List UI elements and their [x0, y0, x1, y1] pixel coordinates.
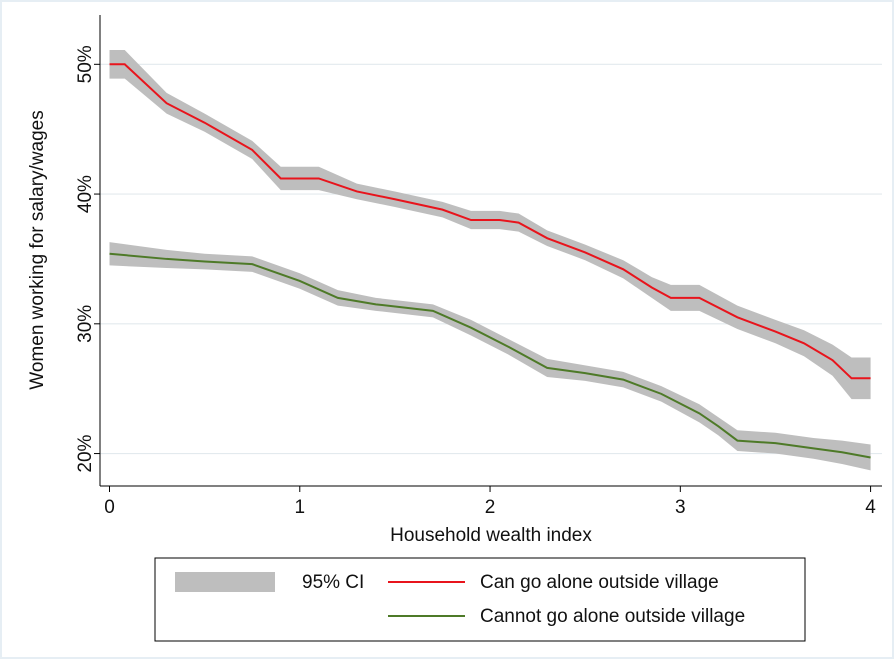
ci-band	[109, 50, 871, 400]
legend-box	[154, 557, 806, 642]
ci-band	[109, 242, 871, 471]
y-tick-label: 30%	[75, 305, 96, 343]
x-tick-label: 3	[675, 497, 686, 518]
legend-label: Cannot go alone outside village	[480, 606, 745, 627]
legend-label: Can go alone outside village	[480, 572, 719, 593]
legend-label: 95% CI	[302, 572, 364, 593]
legend-swatch	[175, 572, 275, 592]
x-tick-label: 1	[294, 497, 305, 518]
line	[109, 63, 871, 380]
y-tick-label: 50%	[75, 45, 96, 83]
line	[109, 252, 871, 459]
x-tick-label: 4	[865, 497, 876, 518]
x-axis-label: Household wealth index	[390, 525, 592, 546]
y-axis-label: Women working for salary/wages	[27, 110, 48, 389]
x-tick-label: 2	[485, 497, 496, 518]
y-tick-label: 40%	[75, 175, 96, 213]
x-tick-label: 0	[104, 497, 115, 518]
y-tick-label: 20%	[75, 434, 96, 472]
